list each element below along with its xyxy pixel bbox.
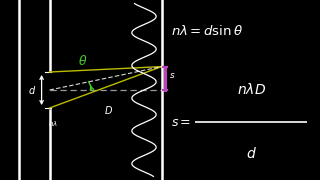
Text: $n\lambda$: $n\lambda$ — [48, 119, 58, 128]
Text: $s=$: $s=$ — [171, 116, 191, 129]
Text: $s$: $s$ — [169, 71, 175, 80]
Text: $n\lambda D$: $n\lambda D$ — [237, 82, 266, 98]
Text: $D$: $D$ — [104, 103, 113, 116]
Text: $\theta$: $\theta$ — [78, 54, 88, 68]
Text: $n\lambda = d\sin\theta$: $n\lambda = d\sin\theta$ — [171, 24, 243, 38]
Text: $d$: $d$ — [28, 84, 36, 96]
Text: $d$: $d$ — [246, 145, 257, 161]
